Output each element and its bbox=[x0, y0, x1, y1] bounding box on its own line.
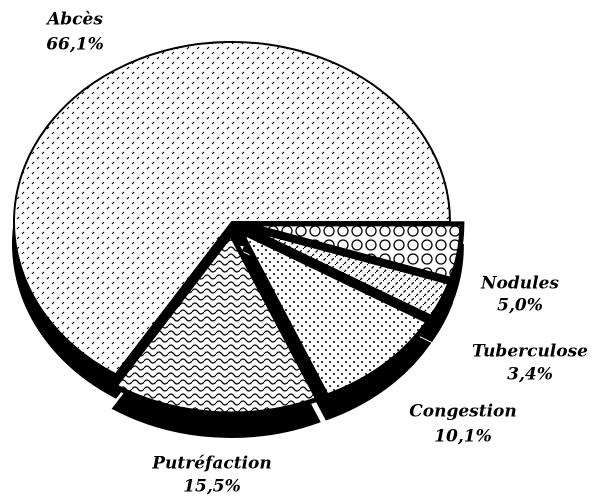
slice-value-label: 66,1% bbox=[46, 35, 104, 55]
slice-label: Tuberculose bbox=[472, 342, 588, 362]
slice bbox=[110, 229, 322, 417]
slice-value-label: 10,1% bbox=[434, 427, 492, 447]
slice bbox=[241, 224, 454, 321]
slice-label: Abcès bbox=[45, 10, 103, 30]
slice-value-label: 3,4% bbox=[507, 365, 553, 385]
slice-label: Nodules bbox=[480, 274, 559, 294]
slice-value-label: 15,5% bbox=[183, 477, 241, 497]
slice-label: Congestion bbox=[409, 402, 517, 422]
labels: Abcès 66,1% Putréfaction 15,5% Congestion 10,… bbox=[45, 10, 588, 497]
slice-value-label: 5,0% bbox=[497, 296, 543, 316]
slice bbox=[243, 221, 465, 283]
slice bbox=[13, 41, 452, 376]
slice bbox=[234, 225, 433, 400]
slice-label: Putréfaction bbox=[151, 454, 271, 474]
pie bbox=[12, 41, 465, 438]
